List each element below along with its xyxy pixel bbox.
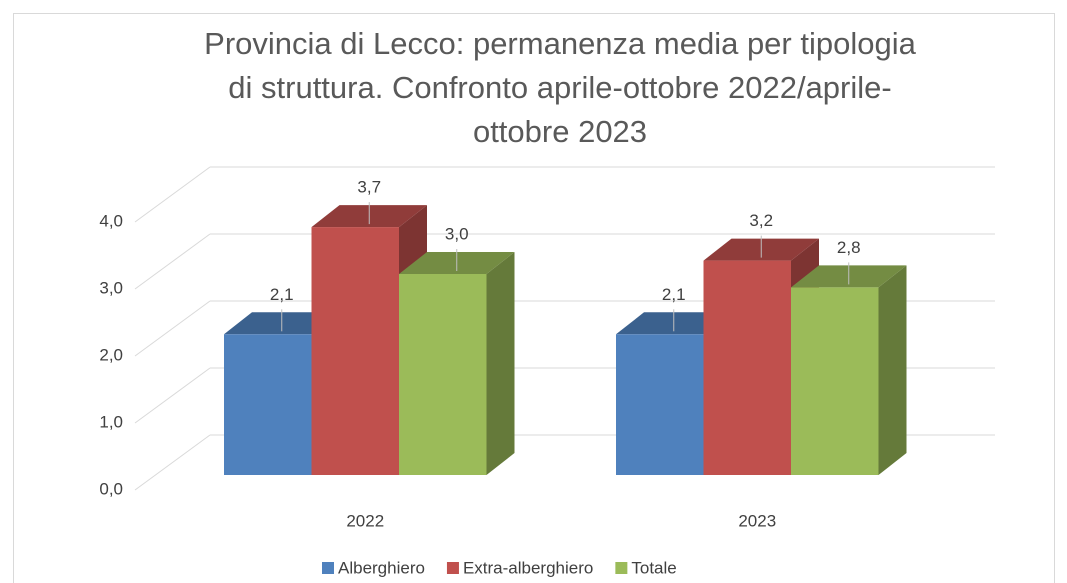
grid-line — [134, 166, 211, 223]
legend-label: Extra-alberghiero — [463, 558, 593, 577]
grid-line — [134, 434, 211, 491]
bar — [399, 274, 487, 475]
legend-swatch — [322, 562, 334, 574]
legend-swatch — [615, 562, 628, 574]
x-tick-label: 2023 — [738, 511, 776, 530]
y-tick-label: 1,0 — [99, 412, 123, 431]
chart-title: Provincia di Lecco: permanenza media per… — [204, 26, 916, 149]
legend-label: Alberghiero — [338, 558, 425, 577]
bar — [791, 287, 879, 475]
y-tick-label: 0,0 — [99, 479, 123, 498]
bar — [616, 334, 704, 475]
y-tick-label: 2,0 — [99, 345, 123, 364]
data-label: 3,2 — [749, 211, 773, 230]
bar — [224, 334, 312, 475]
y-tick-label: 4,0 — [99, 211, 123, 230]
bar — [311, 227, 399, 475]
data-label: 2,1 — [662, 285, 686, 304]
data-label: 3,0 — [445, 224, 469, 243]
bar-side — [878, 265, 907, 475]
legend-label: Totale — [631, 558, 676, 577]
grid-line — [134, 300, 211, 357]
chart-border — [13, 13, 1055, 583]
data-label: 3,7 — [357, 178, 381, 197]
data-label: 2,8 — [837, 238, 861, 257]
x-tick-label: 2022 — [346, 511, 384, 530]
legend-swatch — [446, 562, 459, 574]
bar — [703, 260, 791, 475]
y-tick-label: 3,0 — [99, 278, 123, 297]
grid-line — [134, 233, 211, 290]
data-label: 2,1 — [270, 285, 294, 304]
bar-side — [486, 252, 515, 475]
grid-line — [134, 367, 211, 424]
